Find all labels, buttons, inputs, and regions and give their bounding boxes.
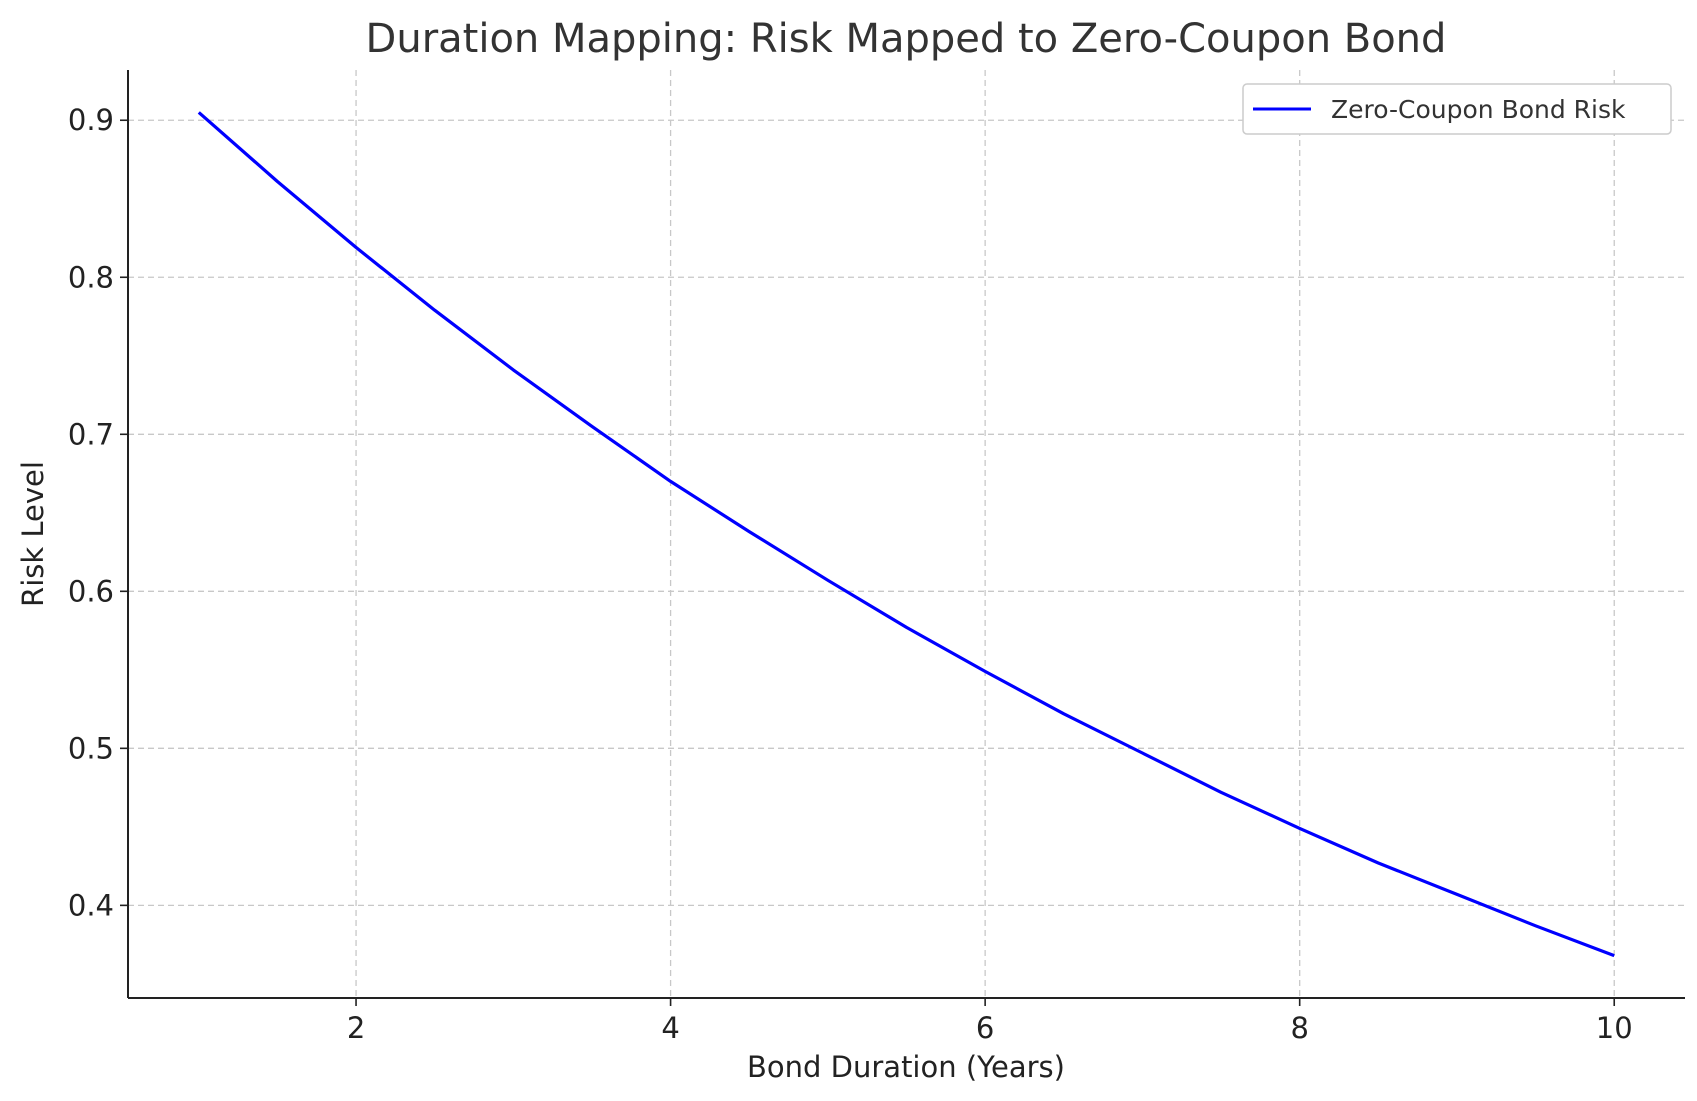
y-tick-label: 0.4 bbox=[68, 888, 114, 922]
grid-lines bbox=[128, 70, 1685, 998]
axes-spines bbox=[127, 70, 1685, 999]
x-tick-label: 4 bbox=[661, 1011, 679, 1045]
series-line bbox=[197, 111, 1615, 958]
y-tick-label: 0.9 bbox=[68, 103, 114, 137]
y-tick-label: 0.6 bbox=[68, 574, 114, 608]
x-ticks: 2 4 6 8 10 bbox=[347, 998, 1633, 1045]
x-axis-label: Bond Duration (Years) bbox=[747, 1050, 1065, 1084]
legend-label: Zero-Coupon Bond Risk bbox=[1331, 95, 1626, 124]
series-lines bbox=[197, 111, 1615, 958]
legend-box bbox=[1242, 83, 1672, 135]
y-tick-label: 0.8 bbox=[68, 260, 114, 294]
y-axis-label: Risk Level bbox=[16, 461, 50, 607]
legend: Zero-Coupon Bond Risk bbox=[1242, 83, 1672, 135]
x-tick-label: 10 bbox=[1596, 1011, 1633, 1045]
y-tick-label: 0.5 bbox=[68, 731, 114, 765]
x-tick-label: 6 bbox=[976, 1011, 994, 1045]
x-tick-label: 8 bbox=[1290, 1011, 1308, 1045]
y-tick-label: 0.7 bbox=[68, 417, 114, 451]
y-ticks: 0.4 0.5 0.6 0.7 0.8 0.9 bbox=[68, 103, 128, 922]
chart-title: Duration Mapping: Risk Mapped to Zero-Co… bbox=[366, 16, 1447, 62]
x-tick-label: 2 bbox=[347, 1011, 365, 1045]
